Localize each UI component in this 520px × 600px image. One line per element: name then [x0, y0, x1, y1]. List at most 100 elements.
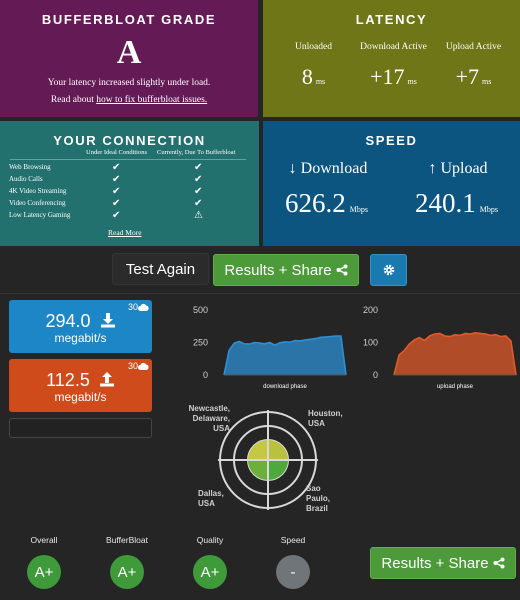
warning-icon: ⚠	[194, 210, 203, 221]
grade-label: Speed	[280, 535, 306, 545]
gear-icon	[383, 264, 394, 276]
your-connection-panel: YOUR CONNECTION	[0, 121, 259, 246]
x-axis-label: upload phase	[437, 384, 474, 390]
check-icon: ✔	[112, 186, 121, 197]
grade-label: Quality	[196, 535, 224, 545]
bufferbloat-grade-panel: BUFFERBLOAT GRADE A Your latency increas…	[0, 0, 259, 117]
y-tick-label: 250	[193, 338, 208, 348]
results-share-label: Results + Share	[381, 554, 489, 572]
check-icon: ✔	[112, 198, 121, 209]
latency-panel: LATENCY Unloaded 8 ms Download Active +17…	[263, 0, 520, 117]
settings-button[interactable]	[370, 254, 407, 286]
latency-value: +7	[455, 64, 480, 89]
server-map	[218, 410, 318, 510]
connection-row: Web Browsing ✔ ✔	[0, 162, 259, 174]
area-fill	[224, 336, 346, 375]
grade-read-about: Read about how to fix bufferbloat issues…	[0, 95, 258, 105]
area-line	[393, 331, 517, 376]
upload-speed: 240.1 Mbps	[415, 188, 498, 219]
grade-label: BufferBloat	[106, 535, 148, 545]
latency-value: +17	[370, 64, 405, 89]
y-tick-label: 500	[193, 305, 208, 315]
download-speed-unit: Mbps	[349, 205, 368, 214]
check-icon: ✔	[112, 210, 121, 221]
grade-letter: A	[116, 34, 142, 71]
read-more-link[interactable]: Read More	[108, 228, 142, 237]
connection-row: 4K Video Streaming ✔ ✔	[0, 186, 259, 198]
latency-upload-active: Upload Active +7 ms	[431, 42, 516, 90]
check-icon: ✔	[112, 174, 121, 185]
connection-row-label: Audio Calls	[9, 175, 43, 183]
grade-speed: Speed -	[263, 535, 323, 589]
upload-speed-unit: Mbps	[479, 205, 498, 214]
grade-bufferbloat: BufferBloat A+	[97, 535, 157, 589]
share-icon	[493, 557, 505, 569]
cloud-icon	[138, 362, 149, 370]
live-download-value-row: 294.0	[9, 311, 152, 332]
grade-badge: A+	[193, 555, 227, 589]
live-upload-value: 112.5	[46, 370, 90, 390]
connection-row-label: 4K Video Streaming	[9, 187, 67, 195]
map-quadrant	[268, 460, 288, 480]
results-share-button-bottom[interactable]: Results + Share	[370, 547, 516, 579]
live-download-unit: megabit/s	[54, 331, 107, 345]
grade-label: Overall	[30, 535, 58, 545]
your-connection-title: YOUR CONNECTION	[53, 133, 206, 148]
test-again-button[interactable]: Test Again	[112, 253, 209, 285]
latency-label: Unloaded	[295, 42, 332, 52]
map-label-sao-paulo: Sao Paulo, Brazil	[306, 484, 331, 513]
download-phase-chart: 500 250 0 download phase	[193, 305, 347, 390]
latency-title: LATENCY	[355, 12, 428, 27]
grade-badge: A+	[110, 555, 144, 589]
check-icon: ✔	[194, 174, 203, 185]
empty-status-box	[9, 418, 152, 438]
download-speed: 626.2 Mbps	[285, 188, 368, 219]
x-axis-label: download phase	[263, 384, 307, 390]
connection-row-label: Web Browsing	[9, 163, 51, 171]
check-icon: ✔	[112, 162, 121, 173]
results-share-label: Results + Share	[224, 261, 332, 279]
bufferbloat-grade-title: BUFFERBLOAT GRADE	[41, 12, 217, 27]
map-label-newcastle: Newcastle, Delaware, USA	[188, 404, 230, 433]
latency-label: Upload Active	[445, 42, 502, 52]
section-divider	[0, 293, 520, 294]
check-icon: ✔	[194, 198, 203, 209]
column-ideal-header: Under Ideal Conditions	[86, 149, 148, 156]
check-icon: ✔	[194, 162, 203, 173]
area-fill	[394, 332, 516, 375]
action-bar: Test Again Results + Share	[0, 252, 520, 292]
live-download-box: 30 294.0 megabit/s	[9, 300, 152, 353]
latency-unit: ms	[407, 77, 417, 86]
connection-row: Low Latency Gaming ✔ ⚠	[0, 210, 259, 222]
connection-divider	[10, 159, 246, 160]
download-speed-value: 626.2	[285, 188, 346, 218]
read-about-prefix: Read about	[50, 95, 97, 105]
results-share-button[interactable]: Results + Share	[213, 254, 359, 286]
latency-download-active: Download Active +17 ms	[351, 42, 436, 90]
upload-sample-count: 30	[127, 361, 138, 371]
live-upload-value-row: 112.5	[9, 370, 152, 391]
area-line	[223, 335, 347, 376]
latency-value: 8	[301, 64, 313, 89]
upload-icon	[99, 372, 114, 387]
grade-badge: -	[276, 555, 310, 589]
map-quadrant	[248, 460, 268, 480]
speed-title: SPEED	[365, 133, 418, 148]
grade-quality: Quality A+	[180, 535, 240, 589]
latency-label: Download Active	[360, 42, 427, 52]
connection-row-label: Video Conferencing	[9, 199, 66, 207]
live-download-value: 294.0	[45, 311, 91, 331]
connection-row: Audio Calls ✔ ✔	[0, 174, 259, 186]
column-current-header: Currently, Due To Bufferbloat	[157, 149, 236, 156]
map-label-dallas: Dallas, USA	[198, 489, 224, 508]
y-tick-label: 0	[373, 370, 378, 380]
share-icon	[336, 264, 348, 276]
latency-unloaded: Unloaded 8 ms	[271, 42, 356, 90]
live-upload-box: 30 112.5 megabit/s	[9, 359, 152, 412]
fix-bufferbloat-link[interactable]: how to fix bufferbloat issues.	[96, 95, 208, 105]
y-tick-label: 100	[363, 338, 378, 348]
grade-overall: Overall A+	[14, 535, 74, 589]
upload-speed-value: 240.1	[415, 188, 476, 218]
download-sample-count: 30	[127, 302, 138, 312]
download-speed-label: ↓ Download	[288, 160, 368, 177]
